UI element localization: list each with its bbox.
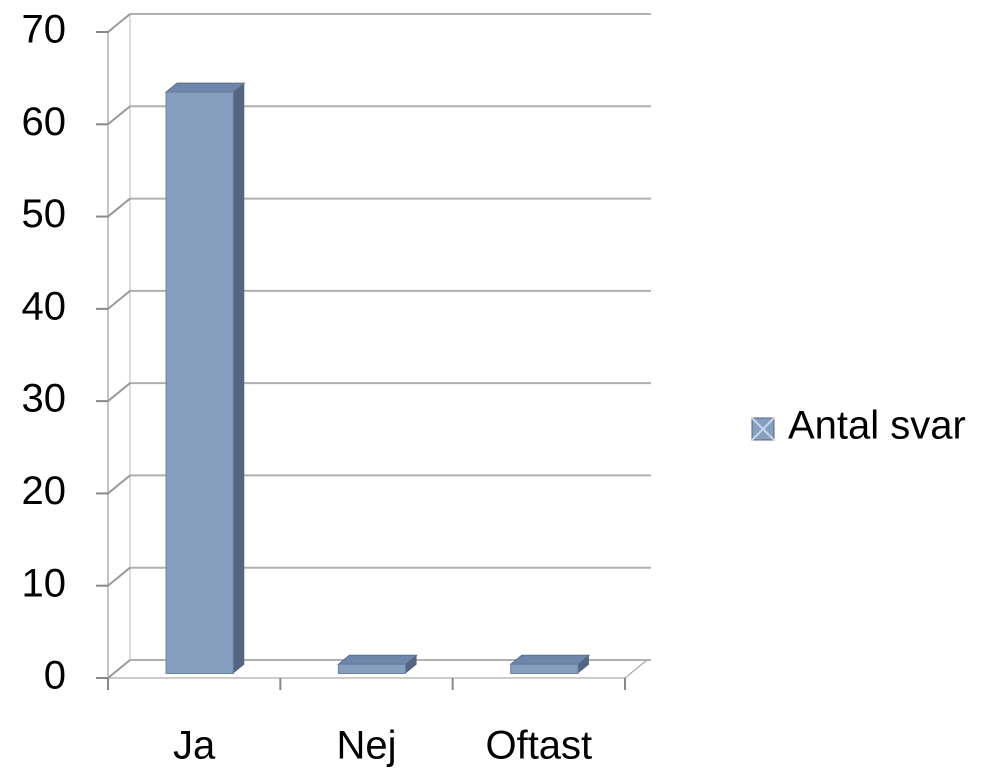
y-tick-label: 40 (22, 284, 67, 328)
y-tick-label: 50 (22, 192, 67, 236)
bar-side (233, 83, 245, 674)
bar (337, 663, 407, 674)
bar-side (405, 655, 417, 674)
bar-side (577, 655, 589, 674)
bar-top (336, 654, 419, 665)
x-tick-label: Nej (336, 724, 396, 768)
bar-top (164, 82, 246, 93)
bar (510, 663, 579, 674)
grid-diagonal (107, 659, 131, 679)
x-tick-label: Oftast (485, 724, 592, 768)
grid-diagonal (107, 474, 131, 495)
legend-label: Antal svar (788, 404, 966, 448)
y-tick-label: 70 (22, 8, 67, 52)
y-tick-label: 20 (22, 469, 67, 513)
y-tick-label: 30 (22, 377, 67, 421)
y-tick-label: 60 (22, 100, 67, 144)
grid-diagonal (107, 13, 131, 33)
grid-diagonal (107, 197, 131, 218)
bar (165, 91, 234, 675)
grid-diagonal (107, 105, 131, 126)
grid-diagonal (107, 290, 131, 310)
grid-diagonal (107, 566, 131, 587)
x-tick-label: Ja (173, 724, 216, 768)
bar-top (509, 654, 591, 665)
y-tick-label: 10 (22, 561, 67, 605)
grid-diagonal (107, 382, 131, 402)
y-tick-label: 0 (44, 654, 66, 698)
legend-swatch-cross (751, 417, 775, 441)
